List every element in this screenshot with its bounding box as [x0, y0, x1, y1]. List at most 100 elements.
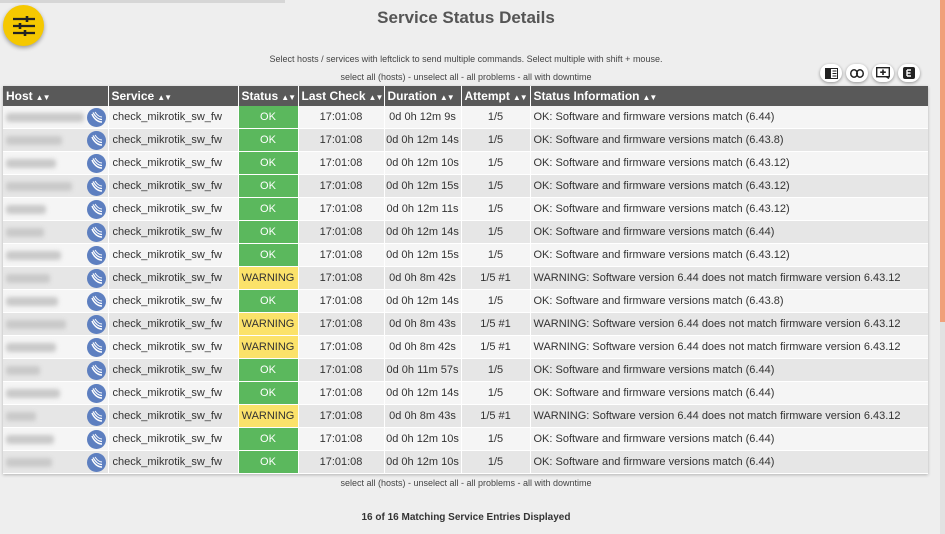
service-cell[interactable]: check_mikrotik_sw_fw [108, 427, 239, 451]
host-cell[interactable] [3, 151, 109, 175]
host-name-redacted[interactable] [6, 250, 61, 260]
mikrotik-icon[interactable] [86, 200, 106, 219]
all-problems-link[interactable]: all problems [466, 478, 516, 488]
host-cell[interactable] [3, 197, 109, 221]
host-cell[interactable] [3, 266, 109, 290]
sort-arrows-icon[interactable]: ▲▼ [642, 93, 658, 102]
host-name-redacted[interactable] [6, 158, 56, 168]
service-cell[interactable]: check_mikrotik_sw_fw [108, 106, 239, 129]
host-cell[interactable] [3, 106, 109, 129]
scrollbar-thumb[interactable] [940, 0, 945, 322]
column-header-duration[interactable]: Duration ▲▼ [384, 86, 462, 106]
table-row[interactable]: check_mikrotik_sw_fw OK 17:01:08 0d 0h 12m … [3, 106, 928, 129]
column-header-last-check[interactable]: Last Check ▲▼ [298, 86, 385, 106]
table-row[interactable]: check_mikrotik_sw_fw WARNING 17:01:08 0d 0h… [3, 404, 928, 428]
column-header-host[interactable]: Host ▲▼ [3, 86, 109, 106]
column-header-attempt[interactable]: Attempt ▲▼ [461, 86, 531, 106]
host-name-redacted[interactable] [6, 411, 36, 421]
table-row[interactable]: check_mikrotik_sw_fw OK 17:01:08 0d 0h 12m … [3, 151, 928, 175]
host-name-redacted[interactable] [6, 135, 62, 145]
mikrotik-icon[interactable] [86, 292, 106, 311]
table-row[interactable]: check_mikrotik_sw_fw WARNING 17:01:08 0d 0h… [3, 312, 928, 336]
table-row[interactable]: check_mikrotik_sw_fw OK 17:01:08 0d 0h 12m … [3, 220, 928, 244]
host-cell[interactable] [3, 450, 109, 474]
column-header-status[interactable]: Status ▲▼ [238, 86, 299, 106]
sort-arrows-icon[interactable]: ▲▼ [281, 93, 296, 102]
mikrotik-icon[interactable] [86, 154, 106, 173]
host-cell[interactable] [3, 174, 109, 198]
host-name-redacted[interactable] [6, 112, 84, 122]
sort-arrows-icon[interactable]: ▲▼ [157, 93, 172, 102]
permalink-button[interactable] [846, 64, 868, 82]
all-with-downtime-link[interactable]: all with downtime [523, 478, 592, 488]
unselect-all-link[interactable]: unselect all [413, 478, 459, 488]
service-cell[interactable]: check_mikrotik_sw_fw [108, 312, 239, 336]
table-row[interactable]: check_mikrotik_sw_fw OK 17:01:08 0d 0h 11m … [3, 358, 928, 382]
host-name-redacted[interactable] [6, 434, 54, 444]
service-cell[interactable]: check_mikrotik_sw_fw [108, 358, 239, 382]
table-row[interactable]: check_mikrotik_sw_fw OK 17:01:08 0d 0h 12m … [3, 381, 928, 405]
table-row[interactable]: check_mikrotik_sw_fw OK 17:01:08 0d 0h 12m … [3, 197, 928, 221]
mikrotik-icon[interactable] [86, 384, 106, 403]
host-cell[interactable] [3, 404, 109, 428]
table-row[interactable]: check_mikrotik_sw_fw OK 17:01:08 0d 0h 12m … [3, 289, 928, 313]
column-header-status-information[interactable]: Status Information ▲▼ [530, 86, 928, 106]
host-name-redacted[interactable] [6, 204, 46, 214]
host-name-redacted[interactable] [6, 342, 56, 352]
host-cell[interactable] [3, 358, 109, 382]
host-cell[interactable] [3, 128, 109, 152]
host-name-redacted[interactable] [6, 365, 40, 375]
table-row[interactable]: check_mikrotik_sw_fw OK 17:01:08 0d 0h 12m … [3, 450, 928, 474]
host-cell[interactable] [3, 289, 109, 313]
host-cell[interactable] [3, 312, 109, 336]
host-name-redacted[interactable] [6, 227, 44, 237]
mikrotik-icon[interactable] [86, 453, 106, 472]
filter-menu-button[interactable] [3, 5, 44, 46]
host-name-redacted[interactable] [6, 296, 58, 306]
table-row[interactable]: check_mikrotik_sw_fw OK 17:01:08 0d 0h 12m … [3, 243, 928, 267]
page-scrollbar[interactable] [940, 0, 945, 534]
service-cell[interactable]: check_mikrotik_sw_fw [108, 289, 239, 313]
columns-button[interactable] [820, 64, 842, 82]
mikrotik-icon[interactable] [86, 223, 106, 242]
service-cell[interactable]: check_mikrotik_sw_fw [108, 197, 239, 221]
host-cell[interactable] [3, 427, 109, 451]
mikrotik-icon[interactable] [86, 430, 106, 449]
host-cell[interactable] [3, 335, 109, 359]
host-cell[interactable] [3, 381, 109, 405]
table-row[interactable]: check_mikrotik_sw_fw OK 17:01:08 0d 0h 12m … [3, 427, 928, 451]
service-cell[interactable]: check_mikrotik_sw_fw [108, 174, 239, 198]
export-excel-button[interactable] [898, 64, 920, 82]
column-header-service[interactable]: Service ▲▼ [108, 86, 239, 106]
mikrotik-icon[interactable] [86, 177, 106, 196]
all-problems-link[interactable]: all problems [466, 72, 516, 82]
sort-arrows-icon[interactable]: ▲▼ [512, 93, 528, 102]
add-button[interactable] [872, 64, 894, 82]
mikrotik-icon[interactable] [86, 315, 106, 334]
host-cell[interactable] [3, 220, 109, 244]
mikrotik-icon[interactable] [86, 361, 106, 380]
mikrotik-icon[interactable] [86, 108, 106, 127]
table-row[interactable]: check_mikrotik_sw_fw OK 17:01:08 0d 0h 12m … [3, 128, 928, 152]
mikrotik-icon[interactable] [86, 269, 106, 288]
select-all-hosts-link[interactable]: select all (hosts) [340, 72, 406, 82]
host-name-redacted[interactable] [6, 388, 60, 398]
service-cell[interactable]: check_mikrotik_sw_fw [108, 243, 239, 267]
table-row[interactable]: check_mikrotik_sw_fw OK 17:01:08 0d 0h 12m … [3, 174, 928, 198]
host-name-redacted[interactable] [6, 457, 52, 467]
table-row[interactable]: check_mikrotik_sw_fw WARNING 17:01:08 0d 0h… [3, 266, 928, 290]
service-cell[interactable]: check_mikrotik_sw_fw [108, 266, 239, 290]
select-all-hosts-link[interactable]: select all (hosts) [340, 478, 406, 488]
sort-arrows-icon[interactable]: ▲▼ [439, 93, 455, 102]
service-cell[interactable]: check_mikrotik_sw_fw [108, 404, 239, 428]
sort-arrows-icon[interactable]: ▲▼ [35, 93, 51, 102]
host-name-redacted[interactable] [6, 319, 66, 329]
service-cell[interactable]: check_mikrotik_sw_fw [108, 335, 239, 359]
table-row[interactable]: check_mikrotik_sw_fw WARNING 17:01:08 0d 0h… [3, 335, 928, 359]
service-cell[interactable]: check_mikrotik_sw_fw [108, 128, 239, 152]
host-name-redacted[interactable] [6, 273, 50, 283]
mikrotik-icon[interactable] [86, 407, 106, 426]
service-cell[interactable]: check_mikrotik_sw_fw [108, 220, 239, 244]
all-with-downtime-link[interactable]: all with downtime [523, 72, 592, 82]
mikrotik-icon[interactable] [86, 131, 106, 150]
